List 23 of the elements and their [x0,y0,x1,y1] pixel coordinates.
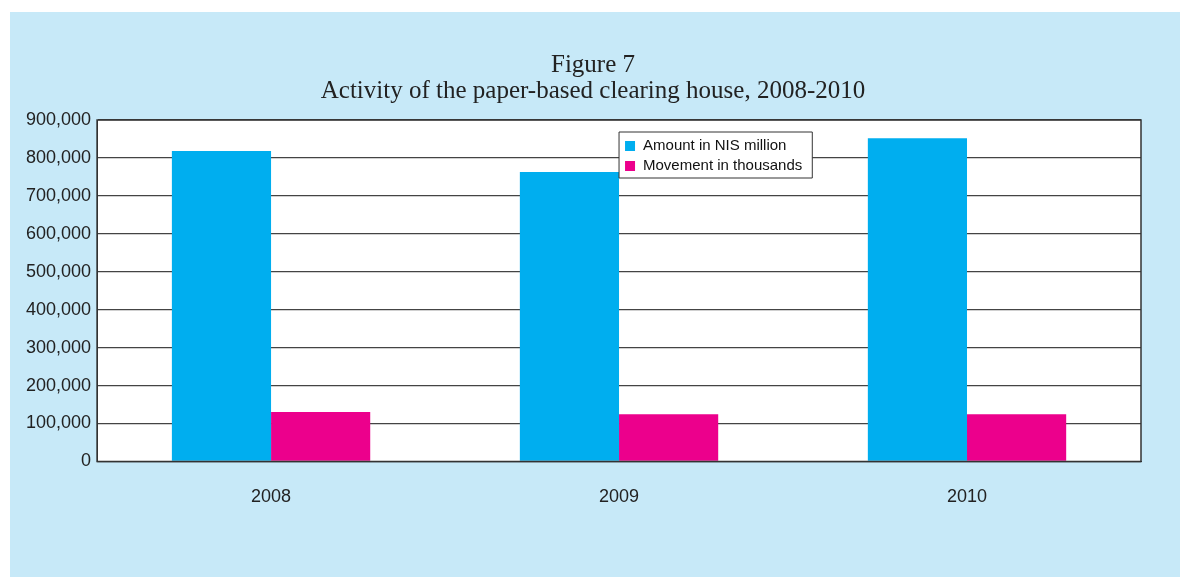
bar [519,171,620,461]
y-tick-label: 800,000 [25,146,92,167]
y-tick-label: 0 [81,450,92,471]
x-tick-label: 2008 [251,486,292,507]
y-tick-label: 300,000 [25,336,92,357]
bar [271,412,371,461]
y-tick-label: 600,000 [25,222,92,243]
y-tick-label: 100,000 [25,412,92,433]
legend-label: Amount in NIS million [643,136,787,154]
bar [967,414,1067,461]
y-tick-label: 500,000 [25,260,92,281]
x-tick-label: 2010 [946,486,988,507]
bar [619,414,719,461]
y-tick-label: 400,000 [25,298,92,319]
y-tick-label: 900,000 [25,108,92,129]
y-tick-label: 700,000 [25,184,92,205]
chart-subtitle: Activity of the paper-based clearing house, 2008-2010 [319,76,867,104]
bar [867,138,968,461]
y-tick-label: 200,000 [25,374,92,395]
legend-label: Movement in thousands [643,156,803,174]
bar [171,151,272,461]
x-tick-label: 2009 [599,486,640,507]
chart-title: Figure 7 [550,50,636,78]
